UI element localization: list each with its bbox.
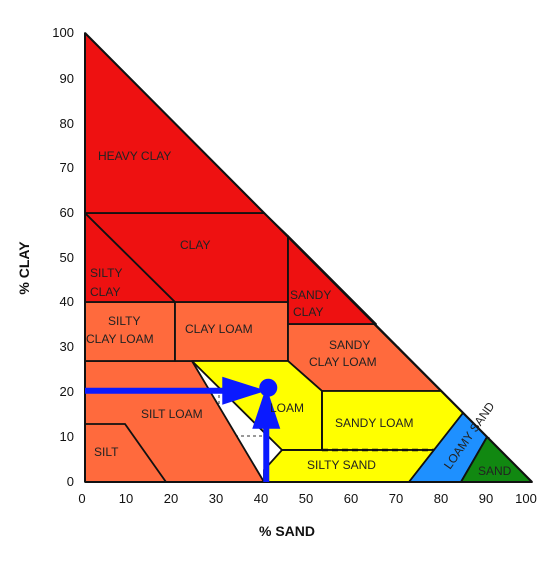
x-axis-title: % SAND [259, 523, 315, 539]
x-tick-0: 0 [78, 491, 85, 506]
x-axis-ticks: 0 10 20 30 40 50 60 70 80 90 100 [78, 491, 536, 506]
x-tick-40: 40 [254, 491, 268, 506]
label-sandy-clay-loam-2: CLAY LOAM [309, 355, 377, 369]
y-tick-40: 40 [60, 294, 74, 309]
label-silty-clay-loam-1: SILTY [108, 314, 140, 328]
label-loam: LOAM [270, 401, 304, 415]
x-tick-20: 20 [164, 491, 178, 506]
label-clay-loam: CLAY LOAM [185, 322, 253, 336]
label-sand: SAND [478, 464, 512, 478]
y-tick-50: 50 [60, 250, 74, 265]
y-tick-100: 100 [52, 25, 74, 40]
x-tick-80: 80 [434, 491, 448, 506]
label-clay: CLAY [180, 238, 210, 252]
marker-arrows [85, 376, 281, 482]
label-sandy-clay-1: SANDY [290, 288, 331, 302]
y-axis-title: % CLAY [16, 241, 32, 295]
boundary-lines [84, 32, 533, 483]
marker-point [259, 378, 278, 397]
x-tick-50: 50 [299, 491, 313, 506]
y-axis-ticks: 0 10 20 30 40 50 60 70 80 90 100 [52, 25, 74, 489]
label-sandy-clay-loam-1: SANDY [329, 338, 370, 352]
label-silty-clay-loam-2: CLAY LOAM [86, 332, 154, 346]
label-sandy-loam: SANDY LOAM [335, 416, 413, 430]
label-silt-loam: SILT LOAM [141, 407, 203, 421]
x-tick-60: 60 [344, 491, 358, 506]
x-tick-70: 70 [389, 491, 403, 506]
y-tick-70: 70 [60, 160, 74, 175]
y-tick-20: 20 [60, 384, 74, 399]
y-tick-60: 60 [60, 205, 74, 220]
x-tick-30: 30 [209, 491, 223, 506]
y-tick-30: 30 [60, 339, 74, 354]
label-heavy-clay: HEAVY CLAY [98, 149, 171, 163]
label-silt: SILT [94, 445, 119, 459]
vertical-arrowhead [252, 386, 281, 429]
label-silty-sand: SILTY SAND [307, 458, 376, 472]
x-tick-90: 90 [479, 491, 493, 506]
horizontal-arrowhead [222, 376, 267, 405]
label-silty-clay-1: SILTY [90, 266, 122, 280]
label-silty-clay-2: CLAY [90, 285, 120, 299]
y-tick-80: 80 [60, 116, 74, 131]
y-tick-0: 0 [67, 474, 74, 489]
x-tick-100: 100 [515, 491, 537, 506]
y-tick-10: 10 [60, 429, 74, 444]
label-sandy-clay-2: CLAY [293, 305, 323, 319]
y-tick-90: 90 [60, 71, 74, 86]
x-tick-10: 10 [119, 491, 133, 506]
